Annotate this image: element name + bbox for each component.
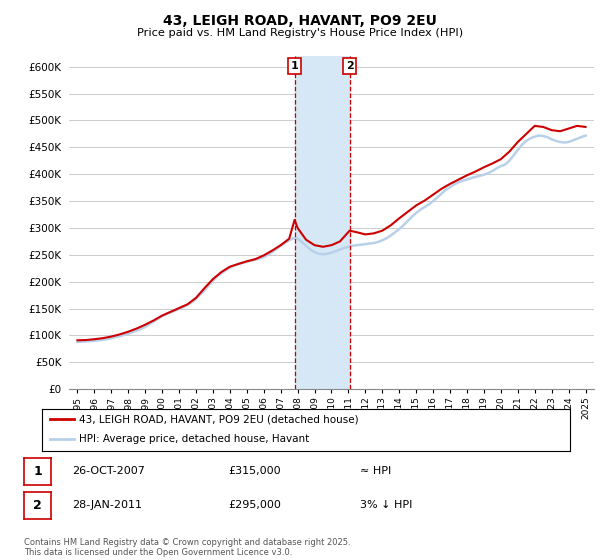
Bar bbox=[295, 56, 350, 389]
Text: 2: 2 bbox=[346, 61, 353, 71]
Text: Price paid vs. HM Land Registry's House Price Index (HPI): Price paid vs. HM Land Registry's House … bbox=[137, 28, 463, 38]
Text: 43, LEIGH ROAD, HAVANT, PO9 2EU (detached house): 43, LEIGH ROAD, HAVANT, PO9 2EU (detache… bbox=[79, 414, 359, 424]
Text: £315,000: £315,000 bbox=[228, 466, 281, 476]
Text: Contains HM Land Registry data © Crown copyright and database right 2025.
This d: Contains HM Land Registry data © Crown c… bbox=[24, 538, 350, 557]
Text: ≈ HPI: ≈ HPI bbox=[360, 466, 391, 476]
Text: 26-OCT-2007: 26-OCT-2007 bbox=[72, 466, 145, 476]
Text: 2: 2 bbox=[33, 498, 42, 512]
Text: 1: 1 bbox=[33, 465, 42, 478]
Text: HPI: Average price, detached house, Havant: HPI: Average price, detached house, Hava… bbox=[79, 434, 309, 444]
Text: £295,000: £295,000 bbox=[228, 500, 281, 510]
Text: 28-JAN-2011: 28-JAN-2011 bbox=[72, 500, 142, 510]
Text: 43, LEIGH ROAD, HAVANT, PO9 2EU: 43, LEIGH ROAD, HAVANT, PO9 2EU bbox=[163, 14, 437, 28]
Text: 1: 1 bbox=[291, 61, 298, 71]
Text: 3% ↓ HPI: 3% ↓ HPI bbox=[360, 500, 412, 510]
